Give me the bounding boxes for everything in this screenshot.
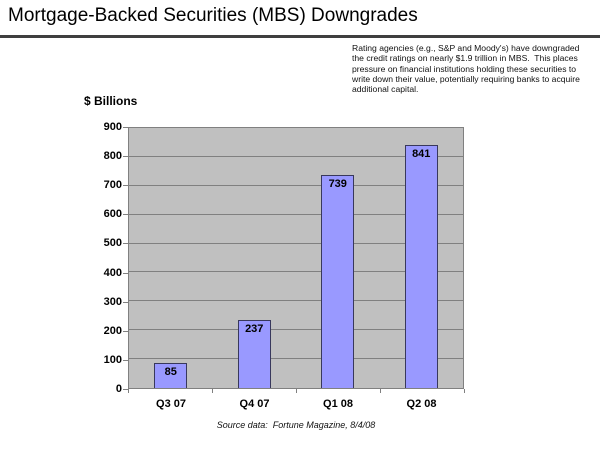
y-axis-tick-label: 500 (103, 237, 122, 250)
x-axis-tick-label: Q1 08 (323, 398, 353, 410)
gridline (129, 155, 463, 157)
annotation-text: Rating agencies (e.g., S&P and Moody's) … (352, 43, 580, 94)
bar (404, 145, 438, 388)
bar (321, 174, 355, 388)
x-axis-tick-label: Q2 08 (406, 398, 437, 410)
annotation-line: pressure on financial institutions holdi… (352, 63, 577, 74)
y-axis-tick-mark (123, 243, 128, 245)
gridline (129, 300, 463, 302)
annotation-line: the credit ratings on nearly $1.9 trilli… (352, 53, 578, 64)
y-axis-tick-mark (123, 127, 128, 128)
x-axis-tick-mark (380, 389, 381, 393)
gridline (129, 213, 463, 215)
bar-value-label: 841 (412, 148, 431, 161)
y-axis-title: $ Billions (84, 94, 138, 108)
gridline (129, 184, 463, 186)
y-axis-tick-mark (123, 330, 128, 332)
x-axis-tick-mark (296, 389, 297, 393)
x-axis-tick-mark (128, 389, 129, 393)
y-axis-tick-mark (123, 156, 128, 158)
y-axis-tick-mark (123, 359, 128, 361)
bar-value-label: 237 (245, 322, 264, 335)
y-axis-tick-label: 100 (103, 353, 122, 366)
y-axis-tick-label: 400 (103, 266, 122, 279)
gridline (129, 358, 463, 360)
bar (237, 319, 271, 388)
y-axis-tick-mark (123, 214, 128, 216)
gridline (129, 329, 463, 331)
gridline (129, 271, 463, 273)
x-axis-tick-mark (464, 389, 465, 393)
y-axis-tick-mark (123, 185, 128, 187)
title-divider-rule (0, 35, 600, 38)
annotation-line: Rating agencies (e.g., S&P and Moody's) … (352, 43, 580, 53)
y-axis-tick-label: 900 (103, 121, 122, 133)
annotation-line: write down their value, potentially requ… (352, 73, 580, 84)
x-axis-tick-label: Q4 07 (239, 398, 270, 410)
y-axis-tick-label: 200 (103, 324, 122, 337)
gridline (129, 242, 463, 244)
y-axis-tick-mark (123, 389, 128, 390)
bar-value-label: 85 (164, 366, 177, 379)
bar (154, 363, 188, 388)
source-note: Source data: Fortune Magazine, 8/4/08 (216, 420, 376, 430)
x-axis-tick-label: Q3 07 (156, 398, 186, 410)
y-axis-tick-label: 700 (103, 179, 122, 192)
y-axis-tick-label: 600 (103, 208, 122, 221)
x-axis-tick-mark (212, 389, 213, 393)
y-axis-tick-label: 300 (103, 295, 122, 308)
annotation-line: additional capital. (352, 84, 419, 95)
y-axis-tick-mark (123, 272, 128, 274)
page-title: Mortgage-Backed Securities (MBS) Downgra… (8, 5, 418, 26)
plot-area: 85 237 739 841 (128, 127, 464, 389)
bar-value-label: 739 (328, 177, 347, 190)
y-axis-tick-mark (123, 301, 128, 303)
y-axis-tick-label: 800 (103, 150, 122, 163)
y-axis-tick-label: 0 (115, 383, 122, 395)
gridline (129, 127, 463, 128)
